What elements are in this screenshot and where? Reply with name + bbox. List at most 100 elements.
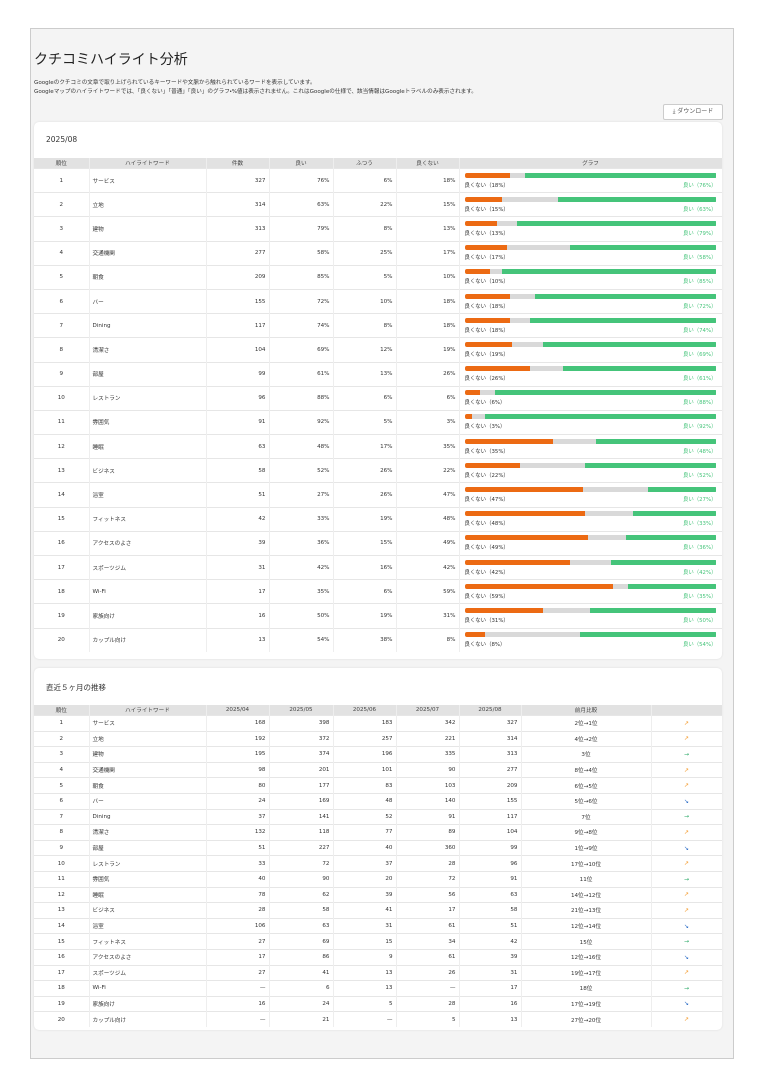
good-pct: 48% [269,434,334,459]
monthly-count: 26 [396,964,460,981]
stacked-bar [464,632,717,638]
bad-pct: 10% [396,264,460,290]
rank-change: 21位→13位 [521,902,652,919]
column-header: 順位 [34,158,90,169]
column-header: ハイライトワード [89,705,207,716]
graph: 良くない（17%） 良い（58%） [459,240,723,266]
word: 交通機関 [89,761,207,778]
monthly-count: 327 [459,715,522,732]
monthly-count: 141 [269,808,334,825]
normal-segment [507,245,571,251]
good-label: 良い（54%） [682,642,717,649]
rank: 18 [34,980,90,997]
monthly-count: 27 [206,964,270,981]
monthly-count: 221 [396,730,460,747]
graph-labels: 良くない（48%） 良い（33%） [465,519,717,527]
monthly-count: 58 [459,902,522,919]
rank-change: 12位→14位 [521,917,652,934]
normal-segment [509,172,525,178]
good-pct: 50% [269,603,334,629]
monthly-count: 183 [333,715,397,732]
bad-segment [464,438,553,444]
monthly-count: 24 [269,995,334,1012]
normal-segment [479,390,495,396]
bad-label: 良くない（8%） [464,642,506,649]
graph-labels: 良くない（13%） 良い（79%） [465,229,717,237]
word: Wi-Fi [89,579,207,604]
word: 睡眠 [89,886,207,903]
monthly-count: 27 [206,933,270,950]
normal-segment [587,535,626,541]
bad-pct: 49% [396,530,460,556]
stacked-bar [464,366,717,372]
row: 8 清潔さ 132 118 77 89 104 9位→8位 ↗ [34,824,723,841]
word: ビジネス [89,902,207,919]
word: アクセスのよさ [89,530,207,556]
bad-segment [464,317,510,323]
word: スポーツジム [89,964,207,981]
word: バー [89,792,207,810]
rank-change: 2位→1位 [521,715,652,732]
monthly-count: 61 [396,917,460,934]
good-segment [535,293,717,299]
row: 18 Wi-Fi —6 13—17 18位 → [34,980,723,997]
good-pct: 72% [269,288,334,314]
rank: 19 [34,603,90,629]
rank: 8 [34,824,90,841]
column-header: 2025/08 [459,705,522,716]
bad-segment [464,559,571,565]
trend-arrow: → [651,933,723,950]
bad-label: 良くない（31%） [464,617,509,624]
word: 睡眠 [89,434,207,459]
normal-segment [509,317,531,323]
count: 96 [206,385,270,411]
rank-change: 18位 [521,980,652,997]
good-pct: 63% [269,192,334,217]
word: カップル向け [89,1011,207,1028]
rank: 15 [34,933,90,950]
monthly-count: 91 [396,808,460,825]
monthly-count: 374 [269,746,334,763]
rank: 19 [34,995,90,1012]
rank: 17 [34,964,90,981]
stacked-bar [464,293,717,299]
good-segment [570,245,717,251]
good-segment [628,583,717,589]
good-label: 良い（85%） [682,279,717,286]
bad-segment [464,245,508,251]
trend-arrow: ↗ [651,824,723,841]
bad-segment [464,172,510,178]
column-header: グラフ [459,158,723,169]
rank: 9 [34,361,90,387]
stacked-bar [464,462,717,468]
download-button[interactable]: ⤓ ダウンロード [663,104,723,120]
monthly-count: 90 [396,761,460,778]
current-table: 順位 ハイライトワード 件数 良い ふつう 良くない グラフ 1 サービス 327 76% 6% 18%… [34,158,723,653]
normal-segment [585,511,634,517]
rank-change: 11位 [521,870,652,888]
stacked-bar [464,583,717,589]
bad-pct: 18% [396,167,460,193]
page-title: クチコミハイライト分析 [34,52,188,68]
column-header: 2025/05 [269,705,334,716]
graph-labels: 良くない（17%） 良い（58%） [465,253,717,261]
word: バー [89,288,207,314]
monthly-count: 56 [396,886,460,903]
good-pct: 74% [269,313,334,338]
bad-segment [464,196,503,202]
monthly-count: 89 [396,824,460,841]
trend-arrow: ↗ [651,886,723,903]
word: レストラン [89,385,207,411]
bad-pct: 18% [396,313,460,338]
monthly-count: 13 [333,980,397,997]
download-label: ダウンロード [677,108,714,115]
rank: 5 [34,264,90,290]
stacked-bar [464,196,717,202]
row: 8 清潔さ 104 69% 12% 19% 良くない（19%） 良い（69%） [34,337,723,362]
normal-segment [497,220,518,226]
bad-label: 良くない（18%） [464,327,509,334]
rank-change: 27位→20位 [521,1011,652,1028]
good-segment [502,269,717,275]
rank: 2 [34,192,90,217]
word: 朝食 [89,264,207,290]
